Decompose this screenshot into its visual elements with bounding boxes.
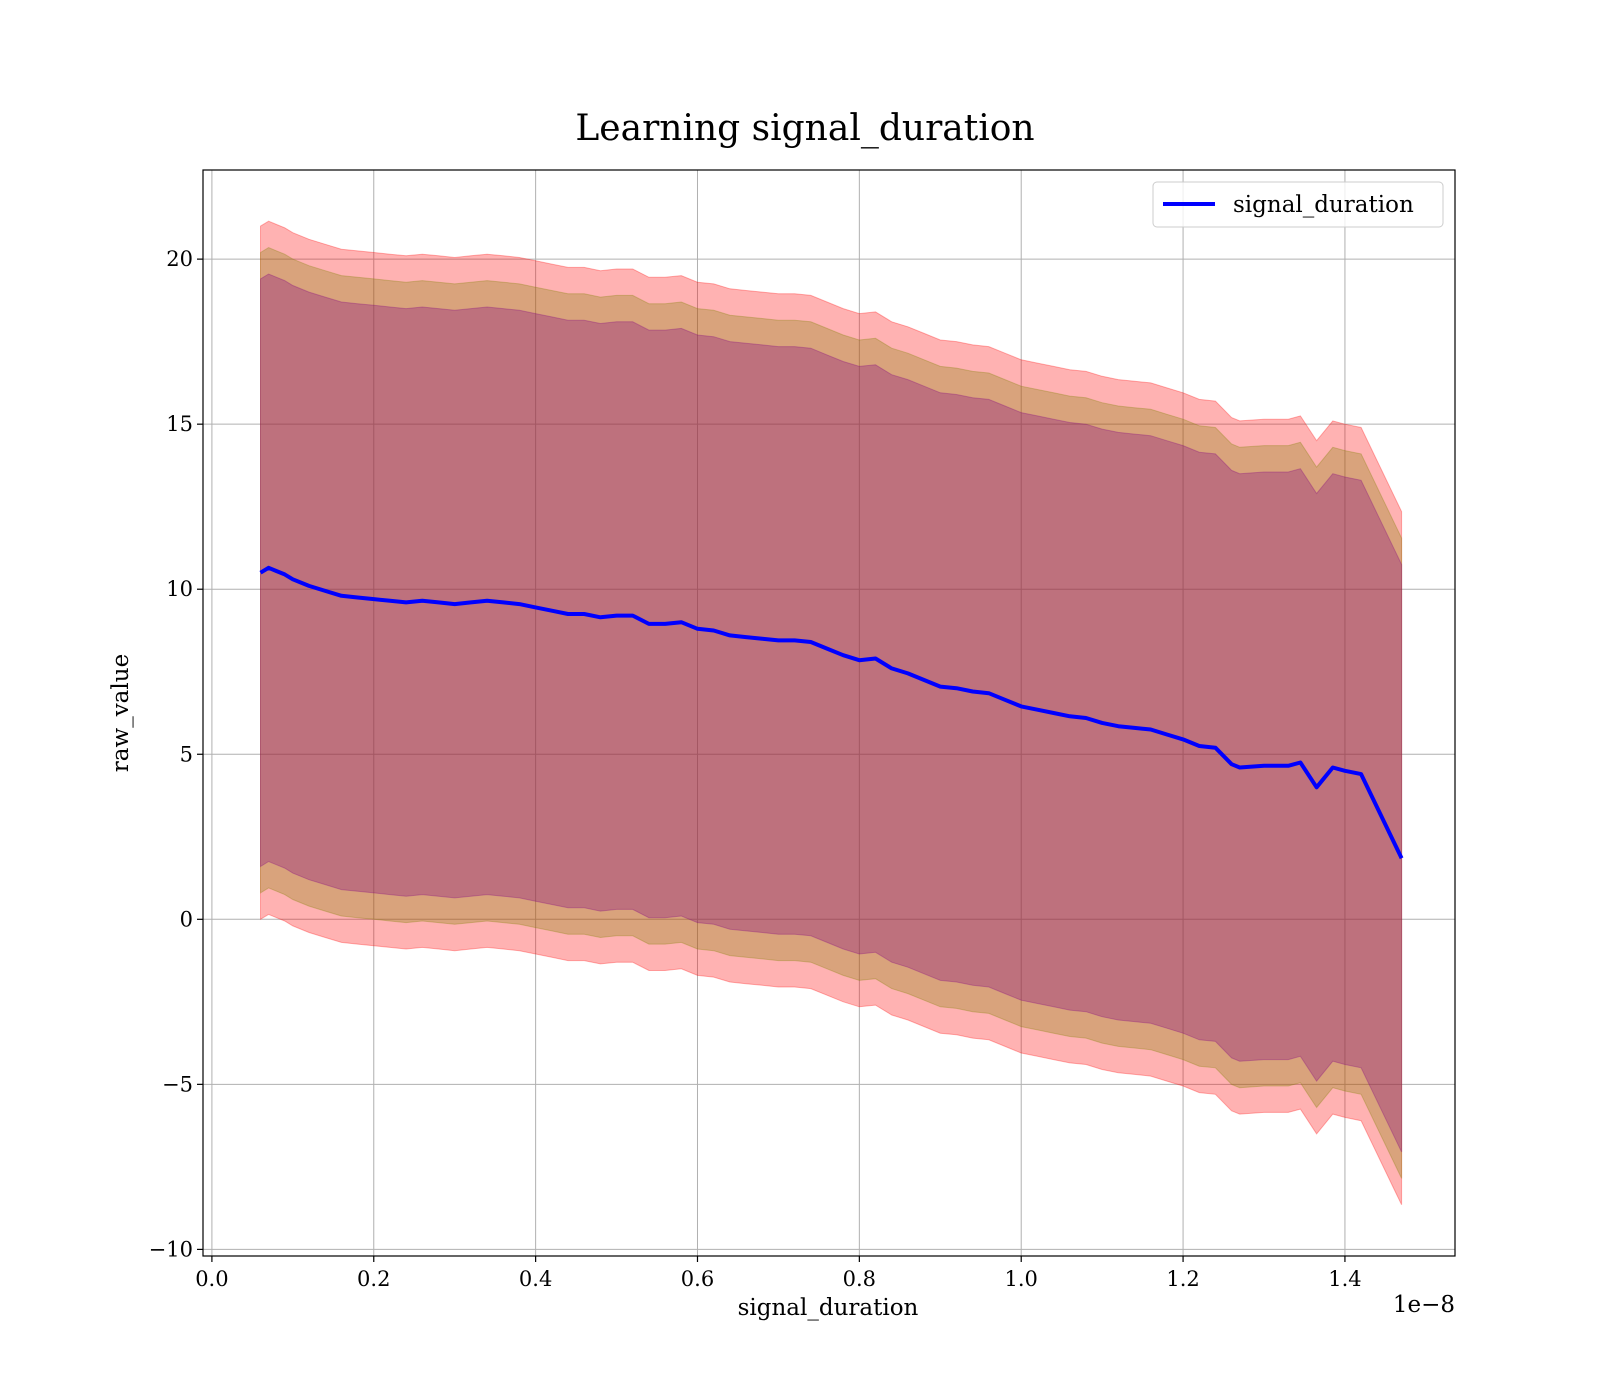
legend-box [1152,181,1444,228]
x-tick-label: 0.8 [843,1267,876,1291]
legend-label: signal_duration [1233,192,1414,218]
series-lines [259,565,1404,860]
x-tick-label: 0.0 [195,1267,228,1291]
band-area [260,273,1403,1153]
y-tick-label: −5 [162,1072,193,1096]
plot-area [202,169,1456,1257]
y-tick-label: 15 [166,412,193,436]
y-tick-label: 0 [180,907,193,931]
x-axis-label: signal_duration [738,1295,919,1321]
plot-frame [202,169,1456,1257]
y-axis: −10 −5 0 5 10 15 20 [149,247,203,1261]
y-axis-label: raw_value [108,654,134,772]
legend: signal_duration [1152,181,1444,228]
chart-title: Learning signal_duration [575,108,1034,149]
x-tick-label: 0.4 [519,1267,552,1291]
x-axis: 0.0 0.2 0.4 0.6 0.8 1.0 1.2 1.4 [195,1256,1362,1291]
grid [203,170,1455,1256]
band-area [260,247,1403,1179]
y-tick-label: −10 [149,1237,193,1261]
series-line [259,565,1404,860]
y-tick-label: 20 [166,247,193,271]
x-tick-label: 1.0 [1005,1267,1038,1291]
y-tick-label: 10 [166,577,193,601]
x-tick-label: 1.4 [1328,1267,1361,1291]
x-tick-label: 1.2 [1166,1267,1199,1291]
x-tick-label: 0.2 [357,1267,390,1291]
confidence-bands [260,220,1403,1206]
band-area [260,220,1403,1206]
plot-background [203,170,1455,1256]
x-axis-scale-label: 1e−8 [1393,1292,1455,1318]
y-tick-label: 5 [180,742,193,766]
x-tick-label: 0.6 [681,1267,714,1291]
